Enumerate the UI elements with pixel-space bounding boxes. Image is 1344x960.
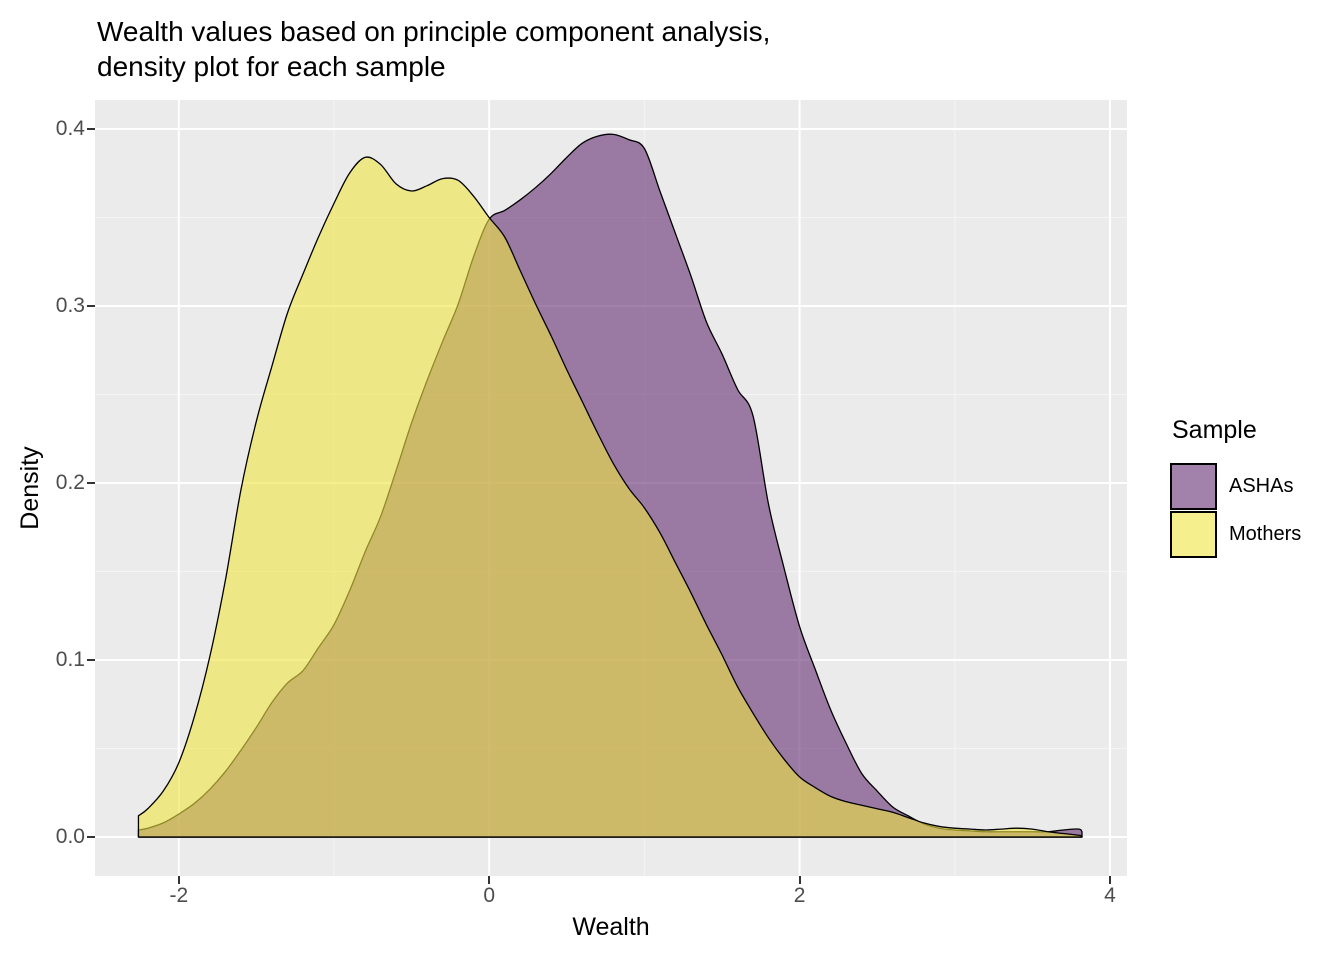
y-tick-label: 0.0	[55, 825, 85, 849]
y-tick-mark	[87, 482, 95, 485]
y-axis-title: Density	[16, 446, 44, 530]
legend-label-ashas: ASHAs	[1229, 475, 1294, 497]
density-plot-canvas	[95, 100, 1127, 876]
x-tick-label: 4	[1104, 884, 1116, 907]
legend-label-mothers: Mothers	[1229, 523, 1302, 545]
x-axis-title: Wealth	[572, 913, 650, 941]
density-area-mothers	[137, 156, 1083, 838]
legend-key-ashas-swatch	[1170, 463, 1217, 510]
legend: Sample ASHAs Mothers	[1170, 416, 1301, 559]
chart-title: Wealth values based on principle compone…	[97, 16, 771, 82]
x-tick-label: -2	[169, 884, 189, 907]
y-tick-label: 0.1	[55, 648, 85, 672]
y-tick-mark	[87, 305, 95, 308]
y-tick-mark	[87, 836, 95, 839]
y-tick-mark	[87, 128, 95, 131]
legend-key-mothers-fill	[1172, 513, 1215, 556]
legend-key-ashas-fill	[1172, 465, 1215, 508]
x-tick-mark	[1108, 876, 1111, 884]
legend-key-mothers-swatch	[1170, 511, 1217, 558]
y-tick-label: 0.3	[55, 294, 85, 318]
x-tick-mark	[488, 876, 491, 884]
plot-panel	[95, 100, 1127, 876]
x-tick-mark	[798, 876, 801, 884]
legend-title: Sample	[1172, 416, 1257, 444]
x-tick-label: 0	[483, 884, 496, 907]
x-tick-mark	[177, 876, 180, 884]
y-tick-label: 0.4	[55, 117, 85, 141]
y-tick-label: 0.2	[55, 471, 85, 495]
legend-entry-ashas: ASHAs	[1170, 463, 1301, 510]
x-tick-label: 2	[793, 884, 806, 907]
y-tick-mark	[87, 659, 95, 662]
legend-entry-mothers: Mothers	[1170, 511, 1301, 558]
